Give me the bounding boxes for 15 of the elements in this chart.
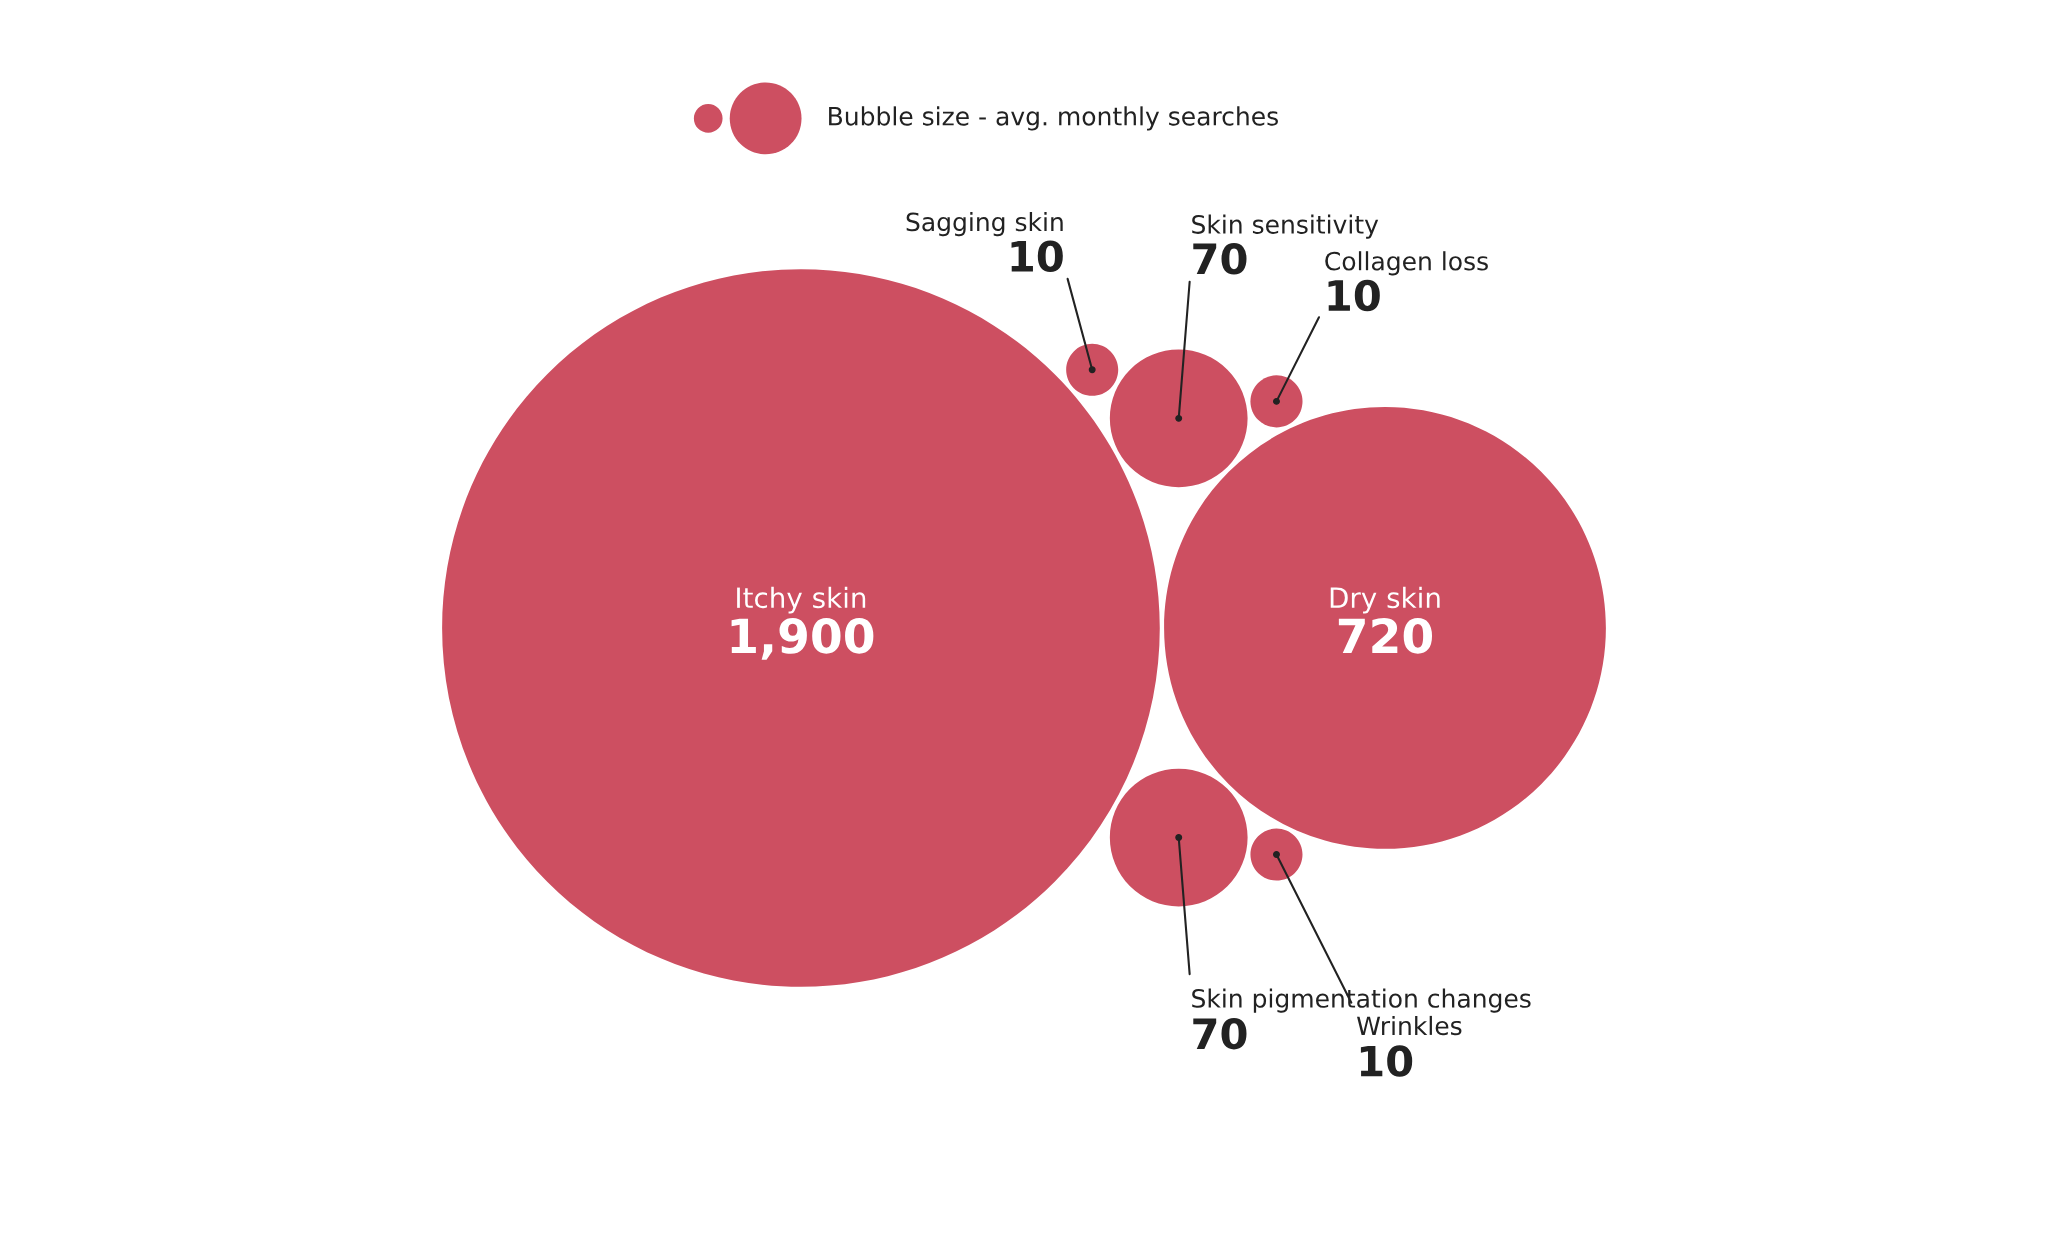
data-label: 10 — [1328, 279, 1380, 312]
data-label: 70 — [1193, 1017, 1247, 1050]
category-label: Dry skin — [1330, 586, 1440, 614]
category-label: Itchy skin — [737, 586, 866, 614]
data-label: 1,900 — [731, 618, 874, 660]
data-label: 720 — [1338, 618, 1433, 654]
legend-title: Bubble size - avg. monthly searches — [829, 106, 1278, 131]
data-label: 10 — [1360, 1045, 1413, 1077]
data-label: 10 — [1011, 240, 1063, 273]
category-label: Collagen loss — [1325, 251, 1488, 276]
data-label: 70 — [1193, 243, 1247, 275]
category-label: Skin pigmentation changes — [1192, 988, 1531, 1013]
category-label: Wrinkles — [1357, 1015, 1462, 1036]
category-label: Sagging skin — [906, 211, 1063, 237]
category-label: Skin sensitivity — [1192, 214, 1379, 239]
